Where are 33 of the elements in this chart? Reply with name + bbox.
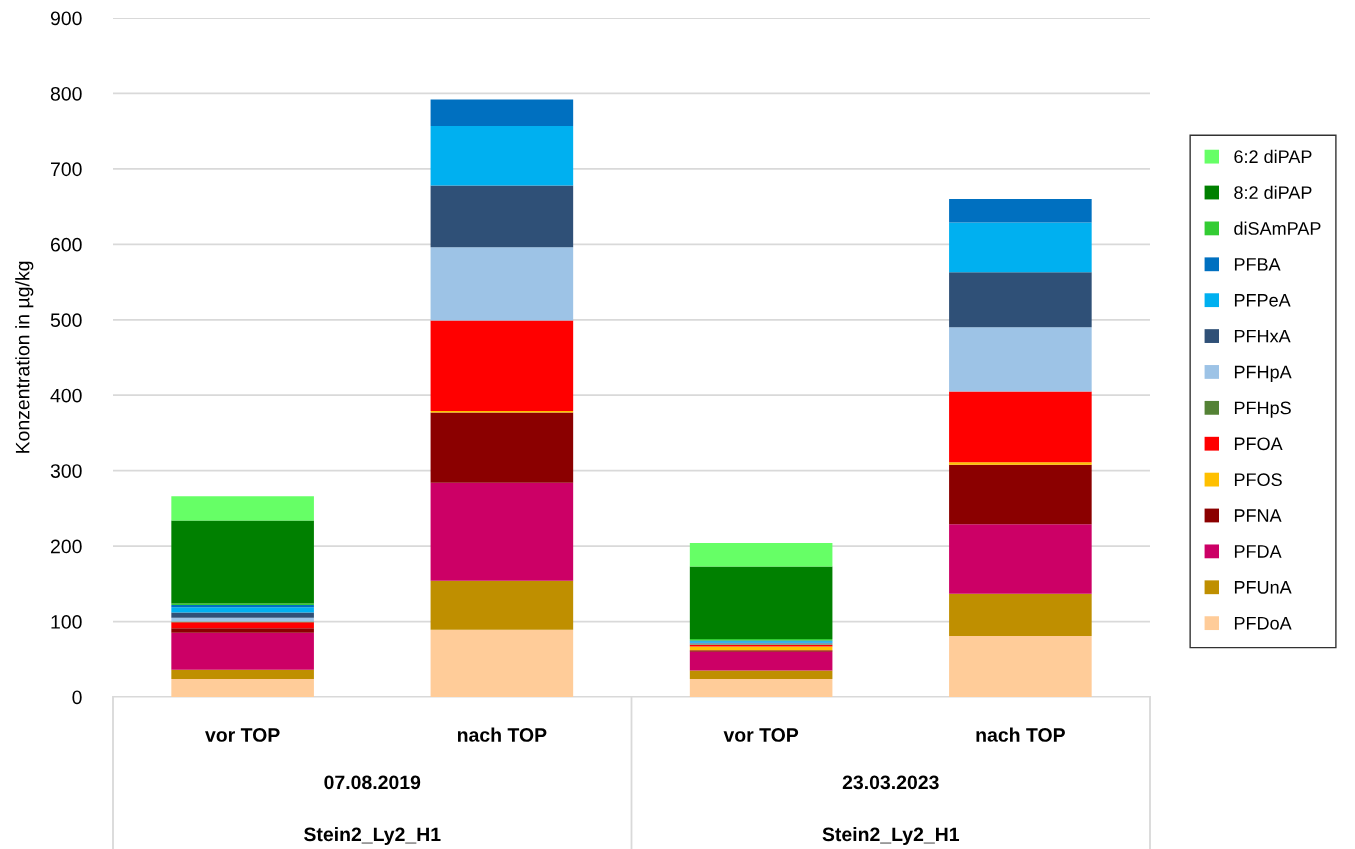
legend-label: PFOS (1234, 473, 1282, 487)
y-axis-title: Konzentration in µg/kg (15, 261, 34, 453)
y-tick-label: 700 (51, 162, 82, 177)
text: Stein2_Ly2_H1 (822, 826, 960, 846)
y-tick-label: 200 (50, 539, 82, 554)
legend-label: PFNA (1234, 509, 1282, 522)
y-tick-label: 0 (72, 690, 82, 705)
text: 07.08.2019 (324, 775, 421, 790)
y-tick-label: 500 (50, 313, 82, 328)
x-tick-label: vor TOP (723, 728, 799, 742)
legend-label: PFBA (1234, 258, 1281, 271)
x-tick-label: vor TOP (205, 728, 280, 742)
legend-label: diSAmPAP (1234, 221, 1321, 235)
legend-label: PFOA (1234, 437, 1283, 451)
legend-label: 6:2 diPAP (1234, 149, 1312, 164)
legend-label: 8:2 diPAP (1234, 185, 1312, 199)
text: 23.03.2023 (842, 775, 939, 790)
legend-label: PFHxA (1234, 329, 1291, 343)
y-tick-label: 400 (50, 388, 82, 403)
legend-label: PFHpA (1234, 365, 1292, 382)
legend-label: PFDA (1234, 545, 1282, 558)
legend-label: PFUnA (1234, 581, 1292, 594)
legend-label: PFDoA (1234, 617, 1292, 630)
y-tick-label: 800 (50, 86, 82, 101)
text: Stein2_Ly2_H1 (304, 826, 441, 846)
x-tick-label: nach TOP (976, 727, 1065, 742)
y-tick-label: 300 (50, 464, 82, 478)
x-tick-label: nach TOP (457, 727, 547, 742)
y-tick-label: 600 (50, 237, 82, 252)
legend-label: PFHpS (1234, 401, 1291, 418)
y-tick-label: 900 (50, 11, 82, 26)
legend-label: PFPeA (1234, 294, 1291, 307)
y-tick-label: 100 (51, 615, 82, 629)
